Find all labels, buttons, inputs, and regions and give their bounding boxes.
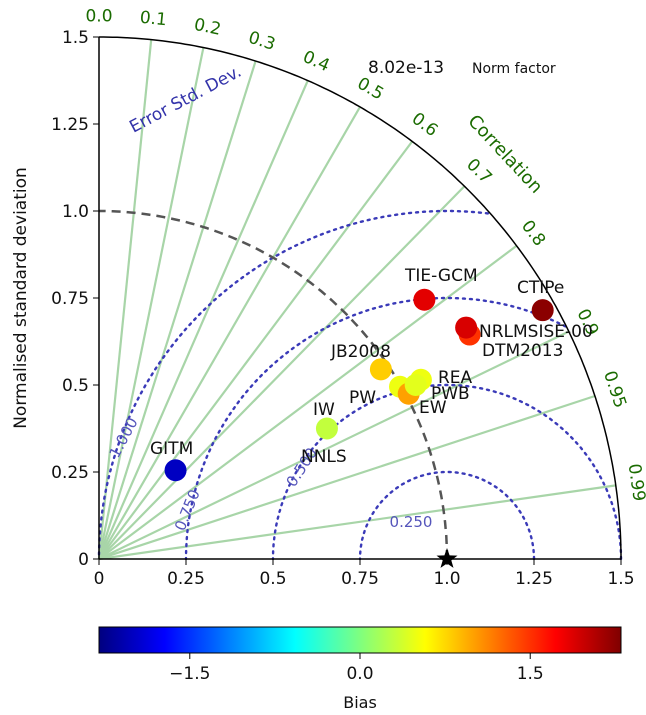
correlation-tick-label: 0.8 xyxy=(517,217,549,251)
x-tick-label: 0 xyxy=(94,569,105,589)
colorbar-tick-label: −1.5 xyxy=(169,664,210,684)
x-tick-label: 0.75 xyxy=(341,569,379,589)
x-tick-label: 0.5 xyxy=(259,569,286,589)
correlation-line xyxy=(97,47,205,560)
point-label: PWB xyxy=(431,384,470,404)
y-tick-label: 1.5 xyxy=(62,28,89,48)
correlation-lines xyxy=(97,39,616,561)
y-axis-label: Normalised standard deviation xyxy=(11,167,31,429)
y-tick-label: 0.5 xyxy=(62,376,89,396)
point-label: NRLMSISE-00 xyxy=(479,322,593,342)
colorbar xyxy=(98,626,622,654)
colorbar-label: Bias xyxy=(343,693,377,712)
y-tick-label: 0 xyxy=(78,550,89,570)
correlation-line xyxy=(98,330,570,560)
norm-factor-value: 8.02e-13 xyxy=(368,58,444,78)
correlation-line xyxy=(98,394,596,561)
correlation-line xyxy=(98,484,616,561)
point-label: EW xyxy=(419,398,447,418)
rms-contour-label: 0.250 xyxy=(390,513,433,531)
data-point xyxy=(404,374,427,396)
point-label: NNLS xyxy=(301,447,347,467)
outer-arc xyxy=(99,36,622,559)
point-label: REA xyxy=(438,368,473,388)
rms-contour xyxy=(184,296,567,561)
point-label: TIE-GCM xyxy=(404,266,478,286)
point-label: CTIPe xyxy=(517,278,564,298)
colorbar-tick-label: 1.5 xyxy=(517,664,544,684)
colorbar-tick-label: 0.0 xyxy=(346,664,373,684)
rms-contour xyxy=(97,209,490,561)
x-tick-label: 0.25 xyxy=(167,569,205,589)
y-tick-label: 0.75 xyxy=(51,289,89,309)
reference-star xyxy=(436,548,458,568)
data-point xyxy=(369,358,392,381)
norm-factor-label: Norm factor xyxy=(472,61,556,77)
x-tick-label: 1.0 xyxy=(433,569,460,589)
correlation-line xyxy=(98,244,518,560)
correlation-line xyxy=(98,185,466,560)
correlation-line xyxy=(97,39,153,560)
point-label: GITM xyxy=(150,439,193,459)
correlation-tick-label: 0.5 xyxy=(354,74,387,105)
tick-labels: 0 0.25 0.5 0.75 1.0 1.25 1.5 0 0.25 0.5 0.75 1.0 1.2… xyxy=(51,28,634,589)
correlation-tick-label: 0.7 xyxy=(462,155,495,188)
correlation-line xyxy=(97,60,257,560)
correlation-tick-label: 0.6 xyxy=(408,109,442,141)
y-tick-label: 1.25 xyxy=(51,115,89,135)
rms-contour xyxy=(271,383,623,561)
data-point xyxy=(315,417,338,440)
x-tick-label: 1.25 xyxy=(515,569,553,589)
point-label: DTM2013 xyxy=(482,341,563,361)
point-label: IW xyxy=(313,400,335,420)
correlation-tick-label: 0.3 xyxy=(246,28,278,55)
reference-stdev-arc xyxy=(99,209,449,559)
data-point xyxy=(164,459,187,482)
correlation-tick-label: 0.1 xyxy=(139,8,168,31)
correlation-tick-label: 0.95 xyxy=(599,368,630,410)
correlation-line xyxy=(98,106,361,560)
x-tick-label: 1.5 xyxy=(607,569,634,589)
data-point xyxy=(455,316,478,339)
correlation-line xyxy=(97,80,309,560)
y-tick-label: 0.25 xyxy=(51,463,89,483)
data-point xyxy=(413,288,436,311)
rms-contour xyxy=(358,470,536,561)
point-label: PW xyxy=(349,388,376,408)
data-point xyxy=(531,299,554,322)
data-points xyxy=(164,288,554,568)
correlation-line xyxy=(98,140,414,560)
correlation-tick-label: 0.99 xyxy=(624,462,646,502)
correlation-tick-label: 0.0 xyxy=(85,6,112,26)
correlation-tick-label: 0.2 xyxy=(192,15,222,40)
correlation-tick-label: 0.4 xyxy=(300,47,333,76)
point-label: JB2008 xyxy=(330,342,391,362)
y-tick-label: 1.0 xyxy=(62,202,89,222)
colorbar-ticks: −1.5 0.0 1.5 xyxy=(169,653,544,684)
